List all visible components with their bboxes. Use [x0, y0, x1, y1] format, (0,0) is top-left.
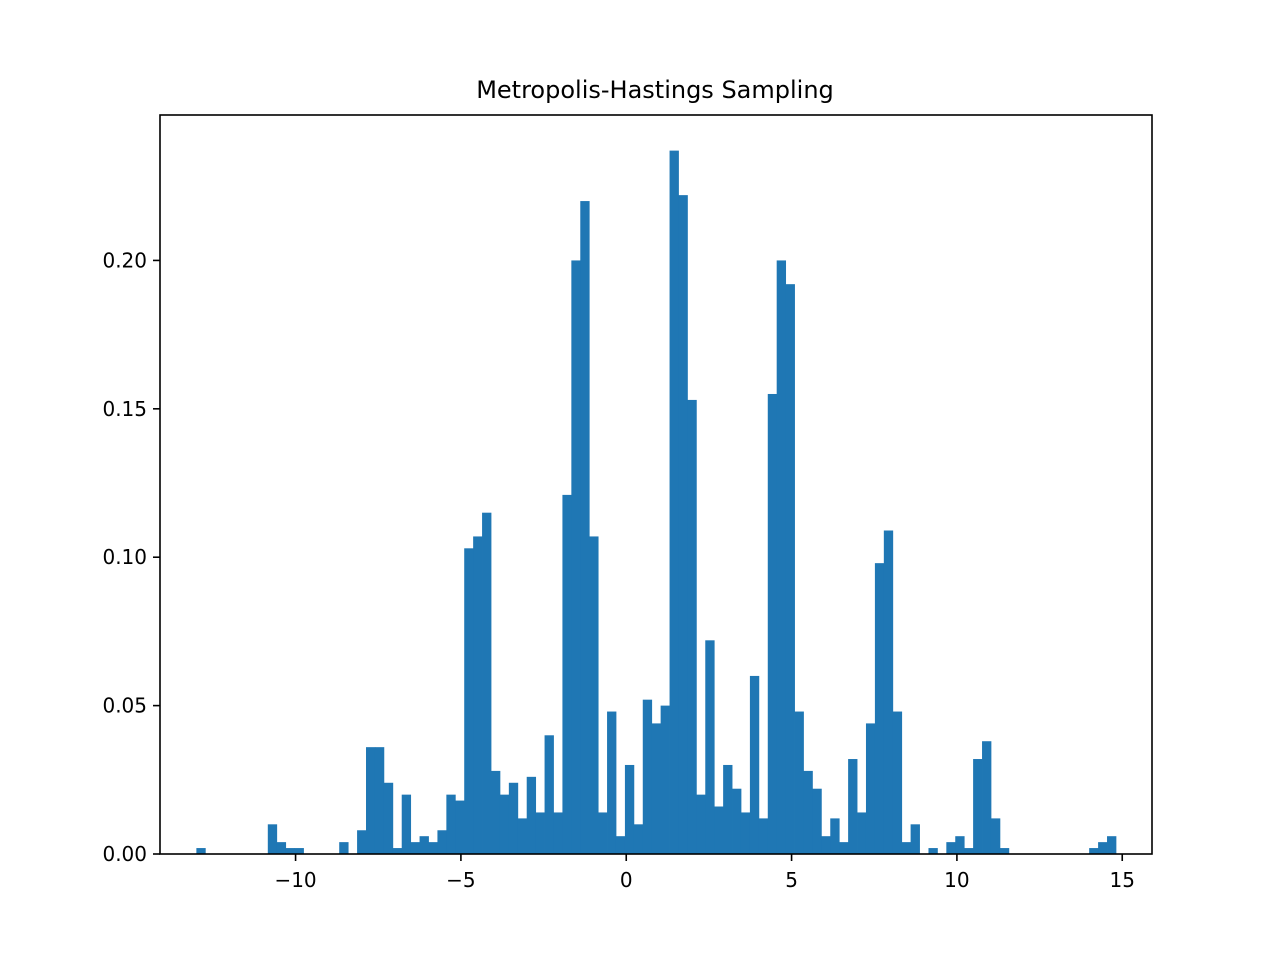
x-tick-label: 10: [944, 868, 969, 892]
histogram-bar: [723, 764, 733, 854]
histogram-bar: [732, 788, 742, 854]
histogram-bar: [928, 848, 938, 854]
histogram-bar: [874, 563, 885, 854]
histogram-bar: [857, 812, 867, 854]
histogram-bar: [383, 782, 394, 854]
x-tick-label: 5: [785, 868, 798, 892]
plot-frame: [159, 114, 1153, 855]
histogram-bar: [455, 800, 465, 854]
histogram-bar: [589, 536, 599, 854]
histogram-bar: [196, 848, 206, 854]
histogram-bar: [865, 723, 876, 854]
x-tick-label: 0: [620, 868, 633, 892]
y-tick-label: 0.05: [102, 694, 147, 718]
histogram-bar: [776, 260, 787, 854]
histogram-bar: [607, 711, 617, 854]
histogram-bar: [562, 494, 572, 854]
histogram-bar: [705, 640, 715, 854]
histogram-bar: [508, 782, 519, 854]
x-tick-label: −10: [274, 868, 316, 892]
y-tick-label: 0.10: [102, 545, 147, 569]
histogram-bar: [624, 764, 635, 854]
histogram-bar: [803, 770, 813, 854]
histogram-bar: [740, 812, 751, 854]
histogram-bar: [410, 842, 420, 854]
histogram-bar: [794, 711, 804, 854]
y-axis: 0.00 0.05 0.10 0.15 0.20: [102, 248, 160, 866]
histogram-bar: [883, 530, 894, 854]
bars-group: [196, 150, 1117, 855]
histogram-bar: [812, 788, 822, 854]
histogram-bar: [526, 776, 537, 854]
histogram-bar: [615, 836, 626, 854]
histogram-bar: [535, 812, 545, 854]
histogram-bar: [964, 848, 974, 854]
histogram-bar: [999, 848, 1010, 854]
chart-title: Metropolis-Hastings Sampling: [476, 76, 834, 104]
histogram-bar: [839, 842, 849, 854]
histogram-bar: [946, 842, 956, 854]
histogram-bar: [437, 830, 447, 854]
histogram-bar: [1098, 842, 1108, 854]
histogram-bar: [553, 812, 563, 854]
histogram-bar: [1107, 836, 1117, 854]
histogram-bar: [517, 818, 528, 854]
histogram-bar: [982, 741, 992, 854]
histogram-bar: [482, 512, 492, 854]
histogram-bar: [598, 812, 608, 854]
histogram-bar: [767, 393, 778, 854]
histogram-bar: [544, 735, 554, 854]
histogram-bar: [955, 836, 965, 854]
histogram-bar: [642, 699, 653, 854]
histogram-bar: [990, 818, 1001, 854]
histogram-bar: [633, 824, 644, 854]
histogram-bar: [446, 794, 456, 854]
histogram-bar: [276, 842, 287, 854]
histogram-bar: [651, 723, 662, 854]
histogram-bar: [428, 842, 438, 854]
histogram-bar: [491, 770, 501, 854]
histogram-bar: [473, 536, 483, 854]
histogram-bar: [669, 150, 679, 855]
histogram-bar: [696, 794, 706, 854]
histogram-bar: [892, 711, 903, 854]
histogram-bar: [392, 848, 403, 854]
histogram-bar: [678, 195, 688, 854]
histogram-bar: [571, 260, 581, 854]
histogram-bar: [687, 399, 697, 854]
histogram-bar: [464, 548, 474, 854]
histogram-bar: [339, 842, 349, 854]
histogram-bar: [758, 818, 769, 854]
histogram-bar: [401, 794, 412, 854]
histogram-bar: [749, 675, 760, 854]
x-axis: −10 −5 0 5 10 15: [274, 854, 1135, 892]
x-tick-label: 15: [1110, 868, 1135, 892]
y-tick-label: 0.00: [102, 842, 147, 866]
histogram-bar: [357, 830, 367, 854]
histogram-bar: [785, 284, 795, 854]
histogram-bar: [580, 201, 590, 854]
histogram-bar: [499, 794, 510, 854]
histogram-bar: [294, 848, 304, 854]
histogram-bar: [848, 759, 858, 854]
histogram-bar: [660, 705, 670, 854]
histogram-bar: [285, 848, 295, 854]
histogram-bar: [366, 747, 376, 854]
histogram-bar: [821, 836, 831, 854]
histogram-bar: [910, 824, 920, 854]
histogram-bar: [973, 759, 983, 854]
histogram-bar: [901, 842, 912, 854]
histogram-bar: [374, 747, 385, 854]
histogram-bar: [419, 836, 429, 854]
histogram-bar: [830, 818, 840, 854]
y-tick-label: 0.20: [102, 248, 147, 272]
histogram-bar: [267, 824, 278, 854]
x-tick-label: −5: [446, 868, 475, 892]
y-tick-label: 0.15: [102, 397, 147, 421]
histogram-bar: [714, 806, 724, 854]
histogram-bar: [1089, 848, 1099, 854]
